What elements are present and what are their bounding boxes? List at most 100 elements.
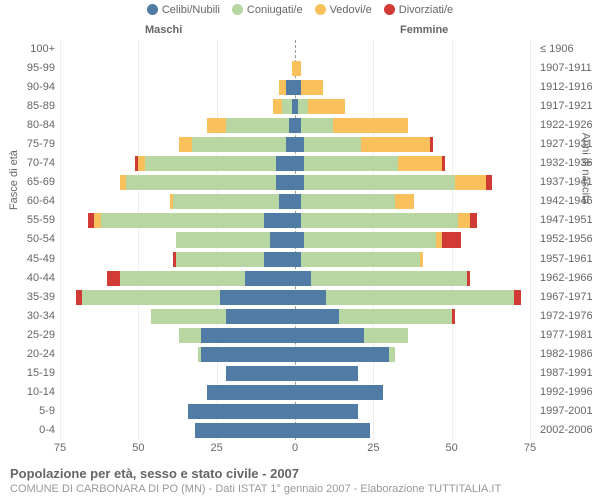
legend-item: Divorziati/e bbox=[384, 4, 453, 16]
bar-segment-vedovi bbox=[395, 194, 414, 209]
bar-segment-coniugati bbox=[176, 252, 264, 267]
age-axis-labels: 100+95-9990-9485-8980-8475-7970-7465-696… bbox=[0, 40, 55, 440]
age-label: 5-9 bbox=[0, 402, 55, 421]
bar-segment-celibi bbox=[295, 175, 304, 190]
bar-segment-vedovi bbox=[179, 137, 192, 152]
male-bar bbox=[179, 328, 295, 343]
chart-title: Popolazione per età, sesso e stato civil… bbox=[10, 466, 501, 481]
male-bar bbox=[207, 118, 295, 133]
age-row bbox=[60, 40, 530, 59]
female-label: Femmine bbox=[400, 24, 448, 36]
birth-axis-labels: ≤ 19061907-19111912-19161917-19211922-19… bbox=[540, 40, 600, 440]
age-label: 25-29 bbox=[0, 326, 55, 345]
birth-label: 2002-2006 bbox=[540, 421, 600, 440]
bar-segment-coniugati bbox=[304, 232, 436, 247]
bar-segment-celibi bbox=[264, 213, 295, 228]
birth-label: 1952-1956 bbox=[540, 230, 600, 249]
male-bar bbox=[107, 271, 295, 286]
age-label: 40-44 bbox=[0, 269, 55, 288]
age-row bbox=[60, 154, 530, 173]
male-bar bbox=[170, 194, 295, 209]
bar-segment-coniugati bbox=[364, 328, 408, 343]
male-bar bbox=[135, 156, 295, 171]
age-label: 80-84 bbox=[0, 116, 55, 135]
male-label: Maschi bbox=[145, 24, 182, 36]
age-row bbox=[60, 97, 530, 116]
population-pyramid-chart: Celibi/Nubili Coniugati/e Vedovi/e Divorzia… bbox=[0, 0, 600, 500]
age-row bbox=[60, 269, 530, 288]
male-bar bbox=[120, 175, 295, 190]
age-row bbox=[60, 192, 530, 211]
bar-segment-vedovi bbox=[333, 118, 408, 133]
age-label: 45-49 bbox=[0, 250, 55, 269]
male-bar bbox=[88, 213, 295, 228]
x-tick: 50 bbox=[132, 442, 144, 454]
female-bar bbox=[295, 194, 414, 209]
bar-segment-coniugati bbox=[339, 309, 452, 324]
birth-label: 1982-1986 bbox=[540, 345, 600, 364]
birth-label: 1977-1981 bbox=[540, 326, 600, 345]
male-bar bbox=[76, 290, 295, 305]
age-label: 55-59 bbox=[0, 211, 55, 230]
age-label: 20-24 bbox=[0, 345, 55, 364]
bar-segment-celibi bbox=[264, 252, 295, 267]
male-bar bbox=[179, 137, 295, 152]
bar-segment-celibi bbox=[295, 271, 311, 286]
female-bar bbox=[295, 404, 358, 419]
bar-segment-divorziati bbox=[452, 309, 455, 324]
age-row bbox=[60, 78, 530, 97]
age-row bbox=[60, 173, 530, 192]
bar-segment-coniugati bbox=[301, 194, 395, 209]
x-tick: 50 bbox=[446, 442, 458, 454]
male-bar bbox=[226, 366, 295, 381]
bar-segment-divorziati bbox=[467, 271, 470, 286]
bar-segment-coniugati bbox=[101, 213, 264, 228]
age-label: 95-99 bbox=[0, 59, 55, 78]
bar-segment-celibi bbox=[295, 404, 358, 419]
bar-segment-celibi bbox=[286, 80, 295, 95]
age-row bbox=[60, 421, 530, 440]
bar-segment-vedovi bbox=[207, 118, 226, 133]
bar-segment-celibi bbox=[295, 328, 364, 343]
chart-subtitle: COMUNE DI CARBONARA DI PO (MN) - Dati IS… bbox=[10, 483, 501, 495]
bar-segment-coniugati bbox=[389, 347, 395, 362]
age-row bbox=[60, 211, 530, 230]
age-row bbox=[60, 135, 530, 154]
bar-segment-celibi bbox=[276, 175, 295, 190]
female-bar bbox=[295, 366, 358, 381]
birth-label: ≤ 1906 bbox=[540, 40, 600, 59]
bar-segment-vedovi bbox=[301, 80, 323, 95]
bar-segment-divorziati bbox=[470, 213, 476, 228]
legend-item: Celibi/Nubili bbox=[147, 4, 220, 16]
birth-label: 1912-1916 bbox=[540, 78, 600, 97]
birth-label: 1992-1996 bbox=[540, 383, 600, 402]
x-tick: 25 bbox=[211, 442, 223, 454]
bar-rows bbox=[60, 40, 530, 440]
bar-segment-coniugati bbox=[301, 252, 420, 267]
bar-segment-divorziati bbox=[514, 290, 520, 305]
plot-area bbox=[60, 40, 530, 440]
female-bar bbox=[295, 232, 461, 247]
age-label: 0-4 bbox=[0, 421, 55, 440]
legend-item: Vedovi/e bbox=[315, 4, 372, 16]
bar-segment-vedovi bbox=[273, 99, 282, 114]
birth-label: 1962-1966 bbox=[540, 269, 600, 288]
age-label: 100+ bbox=[0, 40, 55, 59]
bar-segment-vedovi bbox=[295, 61, 301, 76]
bar-segment-celibi bbox=[295, 423, 370, 438]
bar-segment-coniugati bbox=[126, 175, 276, 190]
legend-item: Coniugati/e bbox=[232, 4, 303, 16]
bar-segment-celibi bbox=[195, 423, 295, 438]
age-row bbox=[60, 250, 530, 269]
x-tick: 75 bbox=[524, 442, 536, 454]
x-tick: 0 bbox=[292, 442, 298, 454]
birth-label: 1947-1951 bbox=[540, 211, 600, 230]
bar-segment-vedovi bbox=[361, 137, 430, 152]
bar-segment-celibi bbox=[295, 309, 339, 324]
age-row bbox=[60, 307, 530, 326]
age-row bbox=[60, 383, 530, 402]
female-bar bbox=[295, 309, 455, 324]
female-bar bbox=[295, 271, 470, 286]
female-bar bbox=[295, 61, 301, 76]
age-row bbox=[60, 364, 530, 383]
